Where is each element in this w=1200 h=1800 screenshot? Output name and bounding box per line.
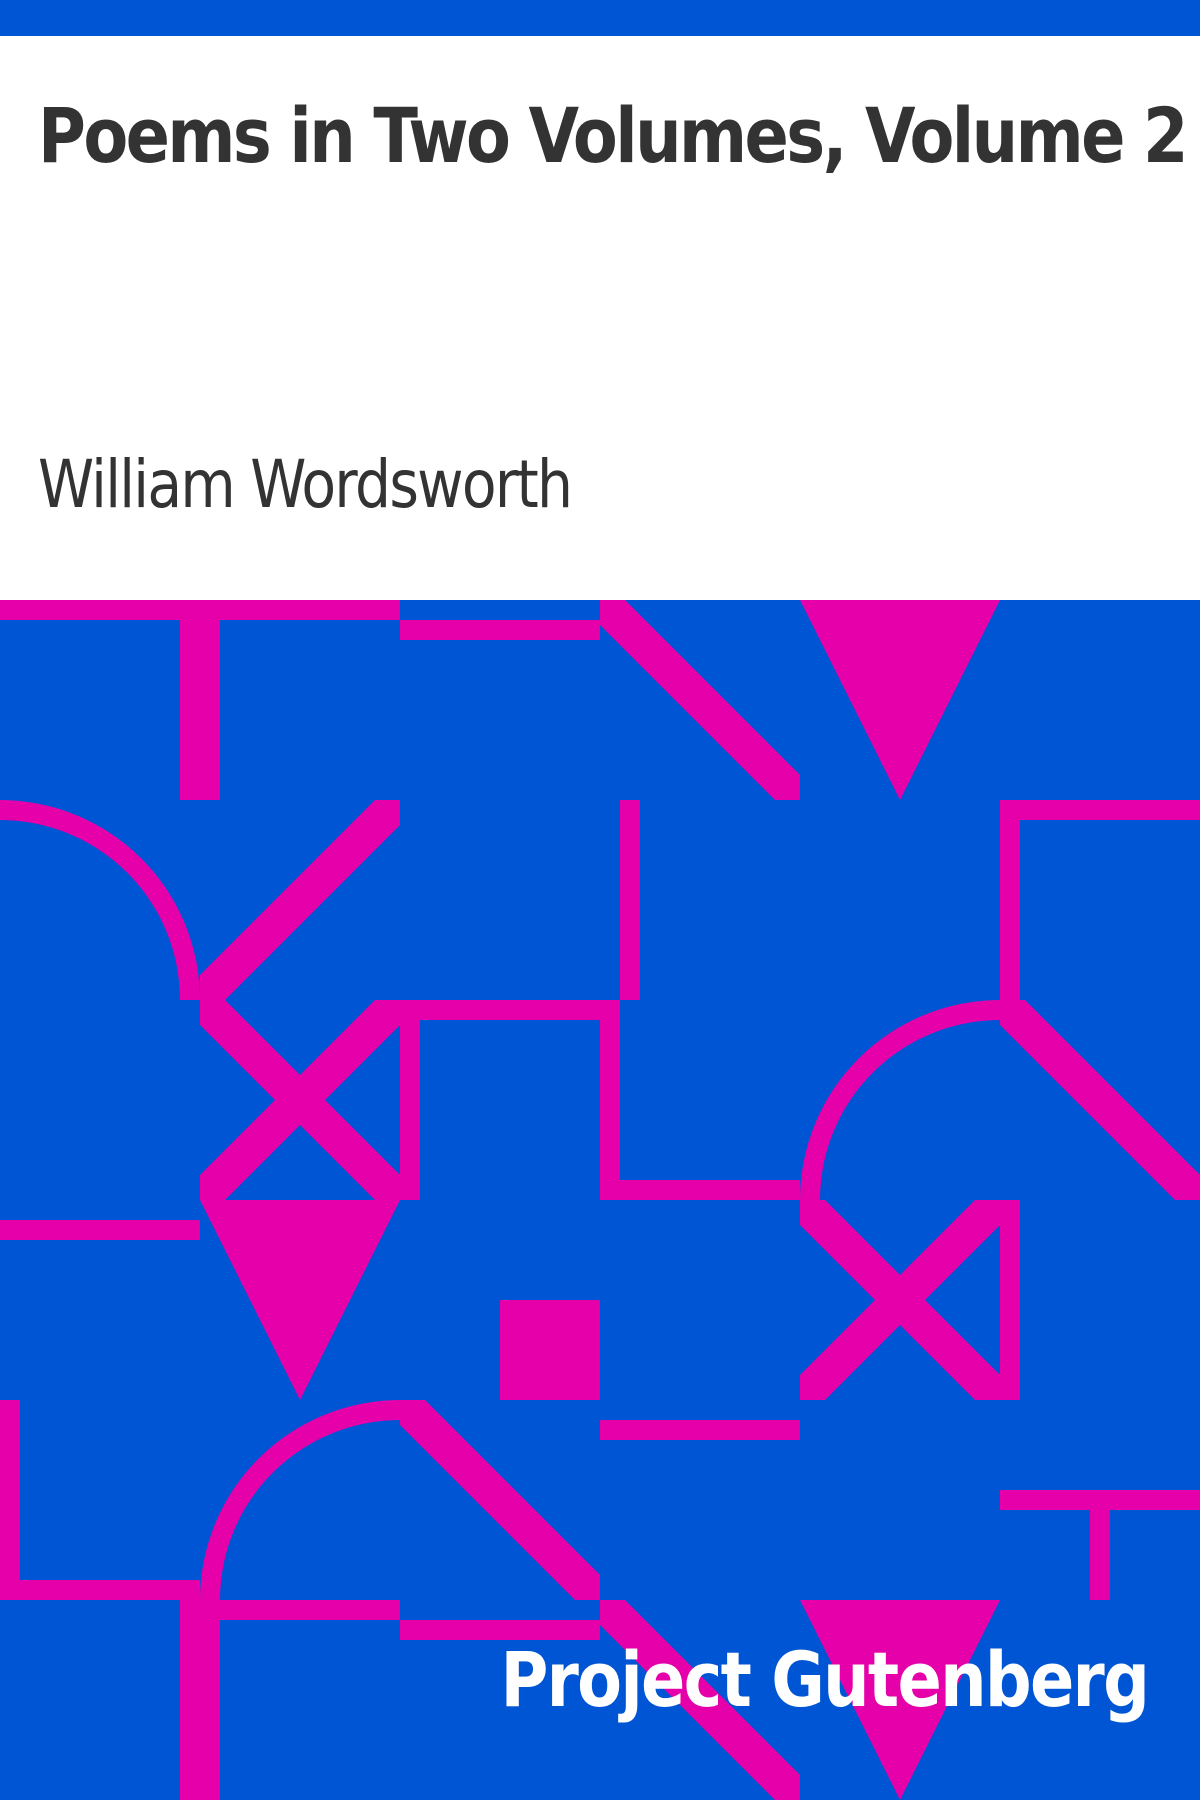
publisher-logo-text: Project Gutenberg xyxy=(500,1635,1149,1724)
book-title: Poems in Two Volumes, Volume 2 xyxy=(38,91,1188,180)
geometric-pattern xyxy=(0,600,1200,1800)
book-author: William Wordsworth xyxy=(38,446,573,523)
top-accent-bar xyxy=(0,0,1200,36)
